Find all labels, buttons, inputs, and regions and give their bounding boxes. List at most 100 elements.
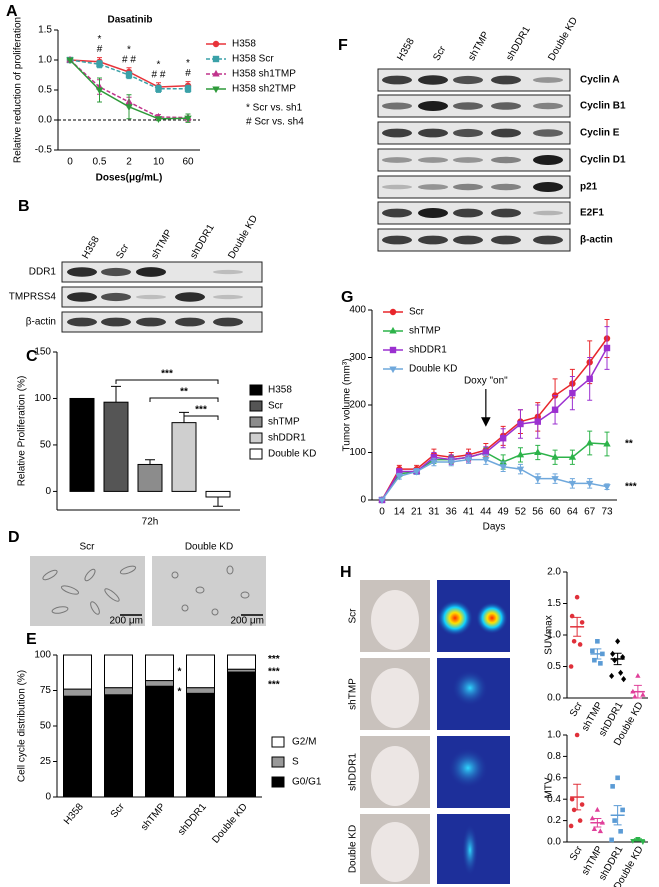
- blot-band: [382, 235, 412, 245]
- blot-band: [101, 292, 131, 302]
- point: [447, 459, 455, 467]
- cell: [240, 591, 250, 599]
- y-axis-label: Cell cycle distribution (%): [17, 670, 28, 782]
- blot-band: [418, 157, 448, 163]
- x-tick-label: 49: [498, 507, 510, 518]
- point: [568, 823, 574, 829]
- y-tick-label: 75: [40, 685, 52, 696]
- pet-signal: [437, 600, 473, 636]
- point: [516, 450, 525, 458]
- point: [615, 638, 621, 645]
- point: [569, 389, 576, 397]
- significance: *: [178, 667, 182, 678]
- legend-label: shTMP: [409, 326, 441, 337]
- row-label: DDR1: [29, 267, 57, 278]
- point: [597, 828, 604, 834]
- blot-band: [533, 102, 563, 110]
- significance: *: [186, 58, 190, 69]
- x-tick-label: 64: [567, 507, 579, 518]
- point: [184, 85, 192, 92]
- x-tick-label: 36: [446, 507, 458, 518]
- blot-band: [453, 75, 483, 85]
- blot-band: [136, 294, 166, 300]
- bar-segment: [227, 671, 256, 798]
- lane-label: Double KD: [226, 213, 260, 260]
- point: [396, 468, 403, 475]
- error-bar: [613, 805, 622, 826]
- y-tick-label: 150: [34, 347, 51, 358]
- blot-band: [491, 156, 521, 164]
- legend-swatch: [249, 448, 263, 460]
- blot-strip: [377, 175, 571, 199]
- blot-band: [382, 208, 412, 218]
- bar-segment: [145, 654, 174, 682]
- point: [430, 454, 438, 461]
- point: [430, 459, 438, 467]
- blot-band: [67, 292, 97, 302]
- x-tick-label: Scr: [109, 801, 127, 820]
- blot-band: [491, 208, 521, 218]
- blot-band: [136, 317, 166, 327]
- bar: [137, 463, 163, 492]
- legend-swatch: [249, 432, 263, 444]
- row-label: p21: [580, 182, 598, 193]
- point: [551, 406, 559, 413]
- lane-label: shTMP: [466, 30, 492, 63]
- legend-label: H358: [268, 385, 292, 396]
- bar-segment: [63, 688, 92, 697]
- error-bar: [213, 496, 223, 507]
- blot-band: [453, 128, 483, 138]
- row: Double KD: [348, 814, 510, 884]
- point: [592, 657, 597, 663]
- point: [534, 448, 542, 456]
- y-tick-label: 0.0: [38, 115, 52, 126]
- legend-label: H358 Scr: [232, 54, 274, 65]
- lane-label: H358: [395, 36, 417, 63]
- y-tick-label: 1.5: [547, 598, 561, 609]
- blot-band: [453, 208, 483, 218]
- point: [482, 449, 490, 456]
- blot-band: [491, 235, 521, 245]
- x-tick-label: Scr: [568, 700, 585, 719]
- point: [499, 464, 507, 471]
- x-tick-label: 2: [126, 157, 132, 168]
- pet-signal: [448, 748, 488, 788]
- chart-title: Dasatinib: [107, 15, 152, 26]
- y-axis-label: MTV: [544, 777, 555, 798]
- legend-label: Double KD: [409, 364, 457, 375]
- cell: [90, 601, 100, 615]
- x-tick-label: 0: [379, 507, 385, 518]
- significance: ***: [268, 667, 280, 678]
- x-tick-label: 67: [584, 507, 596, 518]
- x-tick-label: 56: [532, 507, 544, 518]
- row-label: shTMP: [348, 678, 359, 710]
- blot-band: [453, 157, 483, 163]
- note: * Scr vs. sh1: [246, 103, 303, 114]
- cell: [51, 606, 69, 614]
- lane-label: Scr: [114, 242, 131, 261]
- image-label: Double KD: [185, 542, 233, 553]
- y-tick-label: 1.0: [38, 55, 52, 66]
- legend-marker: [389, 346, 397, 354]
- blot-band: [453, 102, 483, 110]
- panel-letter: C: [26, 348, 38, 365]
- blot-band: [418, 101, 448, 111]
- x-tick-label: 21: [411, 507, 423, 518]
- blot-band: [453, 235, 483, 245]
- y-tick-label: 200: [349, 400, 366, 411]
- x-tick-label: 10: [153, 157, 165, 168]
- y-axis-label: SUVmax: [544, 615, 555, 654]
- bracket: [149, 397, 219, 402]
- bar-segment: [104, 687, 133, 696]
- point: [96, 61, 103, 68]
- error-bar: [633, 838, 642, 842]
- point: [586, 375, 593, 383]
- row: shTMP: [348, 658, 510, 730]
- point: [589, 815, 596, 821]
- blot-band: [418, 75, 448, 85]
- note: # Scr vs. sh4: [246, 117, 304, 128]
- blot-band: [101, 317, 131, 327]
- point: [594, 806, 601, 812]
- x-tick-label: 72h: [142, 517, 159, 528]
- cell: [181, 604, 189, 612]
